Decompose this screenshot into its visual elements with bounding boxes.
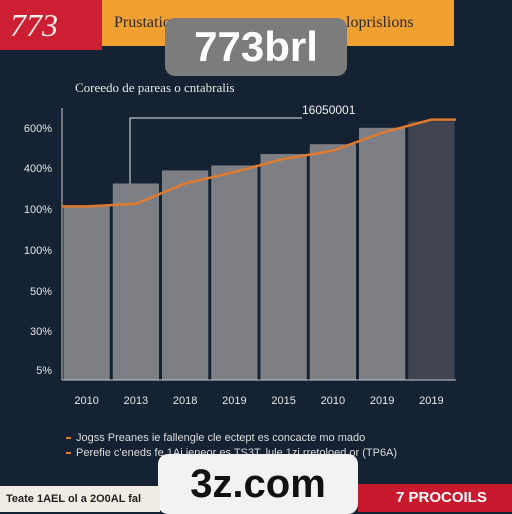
bar bbox=[162, 170, 209, 380]
annotation-label: 16050001 bbox=[302, 103, 356, 117]
y-tick-label: 600% bbox=[24, 123, 52, 135]
x-tick-label: 2010 bbox=[321, 395, 345, 407]
x-tick-label: 2015 bbox=[271, 395, 295, 407]
x-tick-label: 2010 bbox=[74, 395, 98, 407]
x-tick-label: 2019 bbox=[222, 395, 246, 407]
x-tick-label: 2018 bbox=[173, 395, 197, 407]
bar bbox=[408, 121, 455, 381]
header-banner-right: loprislions bbox=[346, 14, 414, 31]
bar bbox=[112, 183, 159, 380]
annotation-bracket bbox=[129, 117, 302, 210]
y-tick-label: 50% bbox=[30, 286, 52, 298]
header-banner-left: Prustatio bbox=[114, 14, 171, 31]
y-tick-label: 5% bbox=[36, 365, 52, 377]
header-badge: 773 bbox=[0, 0, 102, 50]
bottom-left-banner: Teate 1AEL ol a 2O0AL fal bbox=[0, 486, 160, 512]
chart-subtitle: Coreedo de pareas o cntabralis bbox=[75, 80, 235, 95]
bar bbox=[309, 144, 356, 380]
bottom-right-banner: 7 PROCOILS bbox=[358, 484, 512, 512]
header-badge-text: 773 bbox=[10, 7, 58, 43]
bar bbox=[260, 154, 307, 380]
watermark-top: 773brl bbox=[165, 18, 347, 76]
trend-line bbox=[62, 118, 456, 208]
x-tick-label: 2013 bbox=[124, 395, 148, 407]
footer-note-1: Jogss Preanes ie fallengle cle ectept es… bbox=[65, 432, 366, 444]
bar bbox=[211, 165, 258, 380]
watermark-bottom: 3z.com bbox=[158, 454, 358, 514]
bar bbox=[359, 127, 406, 380]
y-tick-label: 100% bbox=[24, 245, 52, 257]
y-tick-label: 100% bbox=[24, 204, 52, 216]
y-tick-label: 400% bbox=[24, 163, 52, 175]
y-tick-label: 30% bbox=[30, 326, 52, 338]
x-tick-label: 2019 bbox=[370, 395, 394, 407]
x-tick-label: 2019 bbox=[419, 395, 443, 407]
bar bbox=[63, 206, 110, 380]
